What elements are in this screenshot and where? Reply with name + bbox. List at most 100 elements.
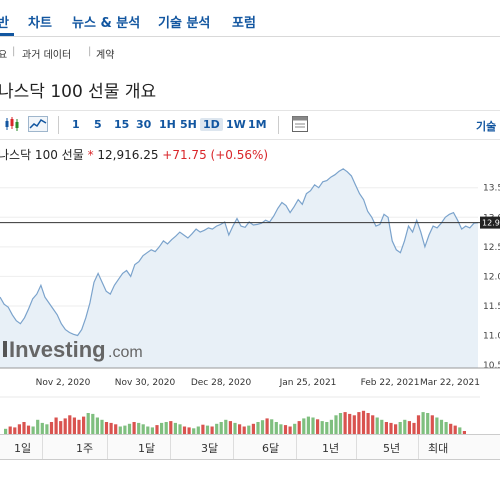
nav-tab-technical-analysis[interactable]: 기술 분석 <box>158 16 211 31</box>
range-1d[interactable]: 1일 <box>14 442 32 455</box>
volume-bar <box>77 419 81 441</box>
volume-bar <box>104 422 109 440</box>
quote-line: 나스닥 100 선물 * 12,916.25 +71.75 (+0.56%) <box>0 146 268 163</box>
technical-tools-link[interactable]: 기술 <box>476 120 497 133</box>
volume-bar <box>8 426 12 440</box>
price-chart-svg[interactable]: 13.513.012.512.011.511.010.5 12.9 Invest… <box>0 165 500 446</box>
volume-bar <box>22 422 26 440</box>
volume-bar <box>357 412 361 440</box>
x-tick-label: Mar 22, 2021 <box>420 378 480 388</box>
volume-bar <box>63 418 67 440</box>
volume-bar <box>430 415 434 441</box>
nav-tab-news-analysis[interactable]: 뉴스 & 분석 <box>72 16 141 31</box>
chart-toolbar: 1 5 15 30 1H 5H 1D 1W 1M 기술 <box>0 110 500 140</box>
x-tick-label: Nov 30, 2020 <box>115 378 176 388</box>
volume-bar <box>169 421 173 440</box>
volume-bar <box>380 419 384 441</box>
volume-bar <box>348 413 352 440</box>
watermark-brand: Investing <box>9 337 106 362</box>
watermark-suffix: .com <box>108 344 143 361</box>
range-1m[interactable]: 1달 <box>138 442 156 455</box>
volume-bar <box>91 413 95 440</box>
price-change: +71.75 <box>162 148 207 162</box>
y-tick-label: 10.5 <box>483 361 500 371</box>
area-chart-icon[interactable] <box>28 116 48 136</box>
y-tick-label: 12.0 <box>483 272 500 282</box>
volume-bar <box>338 413 343 440</box>
interval-1d[interactable]: 1D <box>200 118 223 131</box>
x-tick-label: Nov 2, 2020 <box>36 378 91 388</box>
volume-bar <box>224 419 228 441</box>
interval-1h[interactable]: 1H <box>159 118 176 131</box>
volume-bar <box>398 422 402 440</box>
range-divider <box>356 435 357 459</box>
range-divider <box>418 435 419 459</box>
volume-bar <box>160 422 164 440</box>
volume-bar <box>316 419 320 440</box>
range-1w[interactable]: 1주 <box>76 442 94 455</box>
volume-bar <box>109 422 113 440</box>
interval-1[interactable]: 1 <box>72 118 80 131</box>
nav-tab-chart[interactable]: 차트 <box>28 16 52 31</box>
volume-bar <box>311 417 315 440</box>
interval-15[interactable]: 15 <box>114 118 130 131</box>
volume-bar <box>293 423 297 440</box>
volume-bar <box>384 422 388 440</box>
nav-tab-forum[interactable]: 포럼 <box>232 16 256 31</box>
volume-bar <box>453 425 457 440</box>
volume-bar <box>68 415 72 441</box>
interval-30[interactable]: 30 <box>136 118 152 131</box>
subnav-separator: | <box>12 46 16 57</box>
interval-5[interactable]: 5 <box>94 118 102 131</box>
volume-bar <box>31 426 35 440</box>
y-axis-labels: 13.513.012.512.011.511.010.5 <box>483 184 500 371</box>
volume-bar <box>251 423 255 440</box>
interval-1m[interactable]: 1M <box>248 118 267 131</box>
volume-bar <box>343 412 347 440</box>
volume-bar <box>352 415 356 441</box>
volume-bar <box>187 427 191 440</box>
x-tick-label: Jan 25, 2021 <box>279 378 337 388</box>
range-1y[interactable]: 1년 <box>322 442 340 455</box>
volume-bars <box>4 410 471 441</box>
volume-bar <box>320 421 324 440</box>
subnav-historical-data[interactable]: 과거 데이터 <box>22 50 72 61</box>
volume-bar <box>361 410 366 441</box>
volume-bar <box>210 426 214 440</box>
investing-watermark: Investing .com <box>3 337 143 362</box>
volume-bar <box>45 424 49 440</box>
range-divider <box>42 435 43 459</box>
interval-1w[interactable]: 1W <box>226 118 246 131</box>
range-6m[interactable]: 6달 <box>262 442 280 455</box>
range-5y[interactable]: 5년 <box>383 442 401 455</box>
volume-bar <box>233 422 237 440</box>
range-3m[interactable]: 3달 <box>201 442 219 455</box>
nav-tab-overview[interactable]: 반 <box>0 16 9 31</box>
subnav-contract[interactable]: 계약 <box>96 50 115 61</box>
toolbar-divider <box>278 116 279 134</box>
x-axis-labels: Nov 2, 2020 Nov 30, 2020 Dec 28, 2020 Jan 2… <box>36 378 480 388</box>
volume-bar <box>86 413 90 440</box>
volume-bar <box>444 422 448 440</box>
investing-logo-icon <box>3 341 7 357</box>
volume-bar <box>137 422 141 440</box>
current-price-tag-label: 12.9 <box>482 219 500 228</box>
volume-bar <box>288 426 292 440</box>
volume-bar <box>238 424 242 440</box>
volume-bar <box>100 419 104 441</box>
price-chart[interactable]: 13.513.012.512.011.511.010.5 12.9 Invest… <box>0 165 500 465</box>
volume-bar <box>412 422 416 440</box>
candlestick-icon[interactable] <box>4 116 20 136</box>
volume-bar <box>394 424 398 440</box>
calendar-table-icon[interactable] <box>292 116 308 136</box>
volume-bar <box>118 426 122 440</box>
range-max[interactable]: 최대 <box>428 442 449 455</box>
subnav-overview[interactable]: 요 <box>0 50 8 61</box>
x-tick-label: Dec 28, 2020 <box>191 378 252 388</box>
volume-bar <box>173 422 177 440</box>
volume-bar <box>182 426 187 440</box>
volume-bar <box>205 425 210 440</box>
interval-5h[interactable]: 5H <box>180 118 197 131</box>
volume-bar <box>141 424 145 440</box>
volume-bar <box>458 427 462 440</box>
